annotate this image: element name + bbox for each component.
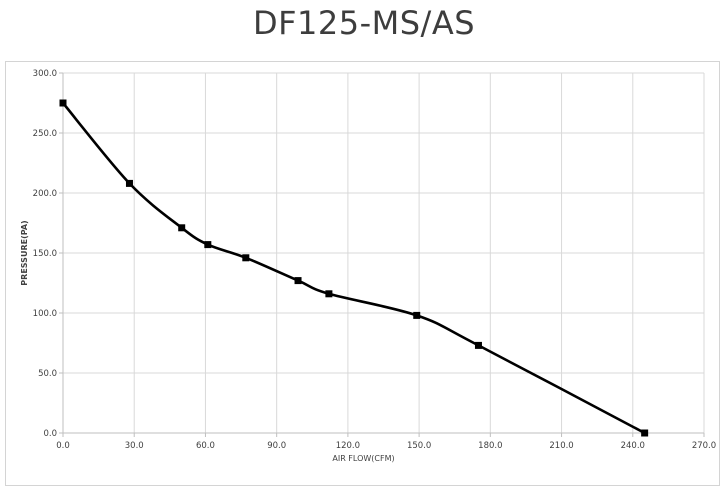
data-point-marker: [59, 99, 67, 107]
chart-area: [5, 61, 720, 486]
y-tick-label: 50.0: [38, 369, 57, 379]
data-point-marker: [325, 290, 333, 298]
data-point-marker: [294, 277, 302, 285]
y-tick-label: 0.0: [43, 429, 57, 439]
axis-titles: AIR FLOW(CFM) PRESSURE(PA): [20, 220, 395, 463]
data-point-marker: [125, 179, 133, 187]
data-point-marker: [474, 341, 482, 349]
x-tick-label: 240.0: [621, 441, 645, 451]
x-tick-label: 150.0: [407, 441, 431, 451]
x-axis-title: AIR FLOW(CFM): [332, 454, 394, 463]
y-axis-title: PRESSURE(PA): [20, 220, 29, 285]
x-tick-label: 270.0: [692, 441, 716, 451]
x-tick-label: 90.0: [267, 441, 286, 451]
series: [59, 99, 649, 437]
axes: [59, 72, 705, 437]
x-tick-label: 120.0: [336, 441, 360, 451]
gridlines: [63, 72, 705, 433]
x-tick-label: 60.0: [196, 441, 215, 451]
x-tick-label: 180.0: [478, 441, 502, 451]
x-tick-label: 210.0: [549, 441, 573, 451]
x-tick-label: 30.0: [125, 441, 144, 451]
data-point-marker: [641, 429, 649, 437]
y-tick-label: 250.0: [33, 129, 57, 139]
y-tick-label: 150.0: [33, 249, 57, 259]
y-tick-label: 300.0: [33, 69, 57, 79]
y-tick-label: 200.0: [33, 189, 57, 199]
data-point-marker: [204, 241, 212, 249]
y-tick-label: 100.0: [33, 309, 57, 319]
x-tick-label: 0.0: [56, 441, 70, 451]
data-point-marker: [242, 254, 250, 262]
data-point-marker: [178, 224, 186, 232]
y-axis-tick-labels: 0.0 50.0 100.0 150.0 200.0 250.0 300.0: [33, 69, 57, 439]
data-point-marker: [413, 311, 421, 319]
x-axis-tick-labels: 0.0 30.0 60.0 90.0 120.0 150.0 180.0 210.0 240.0…: [56, 441, 716, 451]
series-line: [61, 101, 646, 435]
chart-title: DF125-MS/AS: [252, 4, 476, 42]
